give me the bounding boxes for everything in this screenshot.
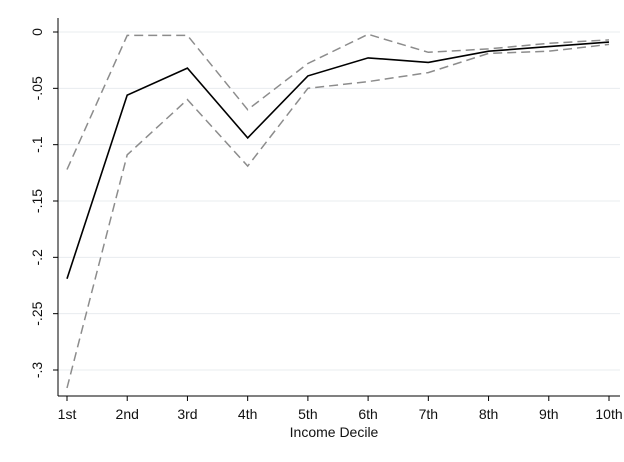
series-lines: [66, 33, 610, 389]
series-line-ci-1: [66, 33, 610, 170]
y-tick-label-6: -.3: [29, 362, 45, 379]
tick-labels: 0 -.05 -.1 -.15 -.2 -.25 -.3 1st 2nd 3rd 4th 5th 6th…: [29, 28, 623, 422]
series-line-ci-2: [66, 43, 610, 389]
y-tick-label-5: -.25: [29, 301, 45, 325]
y-tick-label-2: -.1: [29, 136, 45, 153]
x-tick-label-2: 3rd: [177, 406, 197, 422]
x-tick-label-8: 9th: [539, 406, 558, 422]
gridlines: [58, 31, 620, 371]
x-tick-label-4: 5th: [298, 406, 317, 422]
y-tick-label-3: -.15: [29, 189, 45, 213]
x-tick-label-7: 8th: [479, 406, 498, 422]
x-axis-title: Income Decile: [290, 424, 379, 440]
x-tick-label-9: 10th: [595, 406, 622, 422]
x-tick-label-3: 4th: [238, 406, 257, 422]
x-tick-label-1: 2nd: [116, 406, 139, 422]
y-tick-label-0: 0: [29, 28, 45, 36]
y-tick-label-1: -.05: [29, 76, 45, 100]
y-tick-label-4: -.2: [29, 249, 45, 266]
x-tick-label-0: 1st: [58, 406, 77, 422]
x-tick-label-5: 6th: [358, 406, 377, 422]
series-line-estimate: [66, 41, 610, 279]
x-tick-label-6: 7th: [419, 406, 438, 422]
axes: [53, 18, 620, 401]
